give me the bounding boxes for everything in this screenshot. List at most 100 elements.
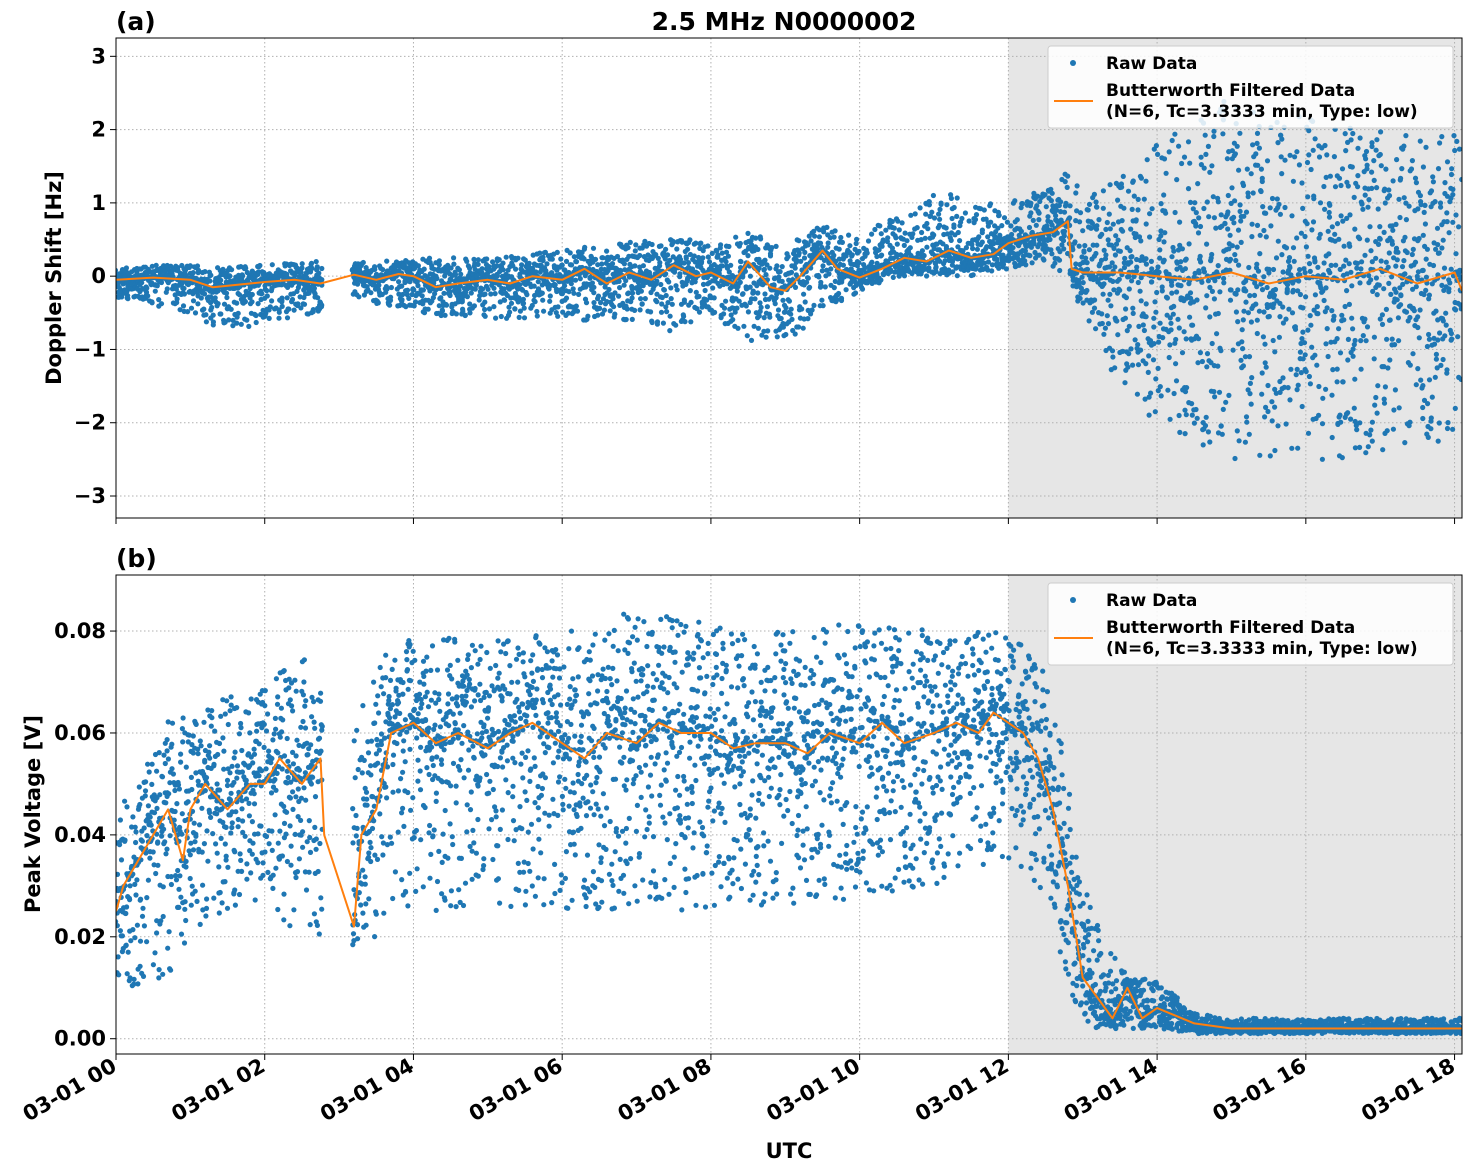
raw-point-a-1418: [521, 315, 528, 321]
raw-point-a-2918: [922, 235, 928, 241]
raw-point-a-2463: [801, 255, 808, 261]
raw-point-a-2039: [687, 251, 694, 258]
raw-point-a-4883: [1448, 171, 1455, 178]
raw-point-a-1107: [438, 295, 444, 301]
raw-point-a-4219: [1270, 266, 1277, 273]
raw-point-a-1588: [567, 250, 573, 256]
raw-point-a-2971: [938, 200, 944, 206]
raw-point-a-3655: [1120, 173, 1126, 179]
raw-point-a-3828: [1166, 354, 1172, 361]
raw-point-a-4561: [1363, 156, 1369, 162]
raw-point-a-1178: [457, 283, 463, 289]
raw-point-a-2077: [698, 240, 704, 246]
raw-point-a-1514: [547, 298, 553, 304]
raw-point-a-4420: [1326, 209, 1332, 216]
raw-point-a-3521: [1084, 266, 1091, 272]
raw-point-a-488: [242, 264, 248, 270]
raw-point-a-588: [269, 262, 275, 268]
raw-point-a-170: [158, 301, 165, 307]
raw-point-a-4510: [1350, 353, 1356, 359]
raw-point-a-1593: [569, 262, 575, 268]
raw-point-a-2074: [696, 309, 703, 315]
raw-point-a-4384: [1315, 264, 1321, 270]
raw-point-a-2974: [937, 206, 943, 212]
raw-point-a-4785: [1423, 144, 1429, 150]
raw-point-a-1832: [632, 263, 638, 269]
raw-point-a-4364: [1310, 147, 1316, 153]
raw-point-a-2901: [919, 229, 925, 236]
raw-point-a-3740: [1143, 301, 1149, 307]
raw-point-a-358: [208, 272, 214, 278]
raw-point-a-4450: [1334, 379, 1340, 385]
raw-point-a-4343: [1305, 327, 1311, 333]
raw-point-a-4359: [1309, 227, 1315, 233]
y-tick-label-a-5: 2: [91, 118, 106, 142]
raw-point-a-2479: [805, 275, 811, 281]
raw-point-a-1150: [451, 261, 457, 267]
raw-point-a-4172: [1259, 178, 1265, 185]
raw-point-a-3194: [996, 212, 1002, 218]
raw-point-a-1485: [540, 297, 546, 303]
raw-point-a-1684: [592, 256, 599, 262]
raw-point-a-4014: [1216, 389, 1223, 395]
raw-point-a-4822: [1432, 374, 1438, 380]
raw-point-a-1162: [452, 271, 459, 278]
raw-point-a-1718: [601, 307, 608, 313]
raw-point-a-2469: [802, 299, 808, 305]
raw-point-a-4395: [1319, 456, 1325, 462]
raw-point-a-4161: [1256, 308, 1262, 314]
raw-point-a-3584: [1101, 247, 1107, 253]
raw-point-a-3933: [1195, 360, 1201, 366]
raw-point-a-4649: [1386, 250, 1392, 256]
raw-point-a-3108: [974, 246, 981, 252]
raw-point-a-4517: [1351, 405, 1357, 411]
raw-point-a-1947: [663, 292, 669, 299]
raw-point-a-1466: [534, 313, 540, 319]
raw-point-a-761: [316, 270, 322, 276]
raw-point-a-4634: [1382, 200, 1388, 206]
raw-point-a-3456: [1067, 203, 1073, 209]
raw-point-a-4732: [1409, 251, 1415, 258]
raw-point-a-2174: [723, 259, 729, 265]
raw-point-a-4709: [1402, 440, 1408, 446]
raw-point-a-3418: [1057, 267, 1063, 274]
raw-point-a-4839: [1437, 330, 1443, 336]
raw-point-a-3033: [954, 195, 960, 201]
raw-point-a-3545: [1092, 297, 1098, 303]
raw-point-a-498: [246, 323, 252, 329]
raw-point-a-1039: [419, 293, 425, 299]
raw-point-a-3557: [1094, 204, 1100, 210]
raw-point-a-4790: [1424, 246, 1430, 252]
raw-point-a-4635: [1383, 259, 1389, 265]
raw-point-a-2912: [921, 253, 927, 259]
raw-point-a-4795: [1426, 336, 1432, 342]
raw-point-a-4874: [1446, 289, 1452, 295]
raw-point-a-1338: [500, 260, 506, 266]
raw-point-a-4673: [1392, 387, 1398, 393]
raw-point-a-4333: [1302, 352, 1308, 358]
raw-point-a-3239: [1009, 231, 1015, 238]
raw-point-a-2643: [849, 253, 855, 259]
raw-point-a-1893: [649, 241, 655, 248]
raw-point-a-281: [187, 263, 193, 269]
raw-point-a-4254: [1280, 304, 1286, 310]
raw-point-a-4245: [1279, 136, 1285, 142]
raw-point-a-1332: [498, 313, 504, 320]
raw-point-a-3609: [1107, 182, 1113, 188]
raw-point-a-3798: [1158, 393, 1164, 399]
raw-point-a-4501: [1347, 243, 1353, 249]
raw-point-a-2018: [682, 319, 688, 325]
raw-point-a-3706: [1135, 207, 1141, 213]
raw-point-a-1612: [573, 303, 579, 309]
raw-point-a-1714: [600, 255, 606, 261]
raw-point-a-4084: [1235, 287, 1241, 293]
raw-point-a-924: [388, 284, 394, 291]
raw-point-a-4664: [1390, 178, 1396, 184]
raw-point-a-2605: [840, 262, 847, 268]
raw-point-a-1226: [471, 256, 477, 262]
raw-point-a-4792: [1425, 434, 1431, 440]
raw-point-a-4747: [1413, 382, 1419, 388]
raw-point-a-4569: [1364, 237, 1370, 243]
raw-point-a-1388: [513, 266, 519, 272]
raw-point-a-1171: [456, 287, 462, 294]
